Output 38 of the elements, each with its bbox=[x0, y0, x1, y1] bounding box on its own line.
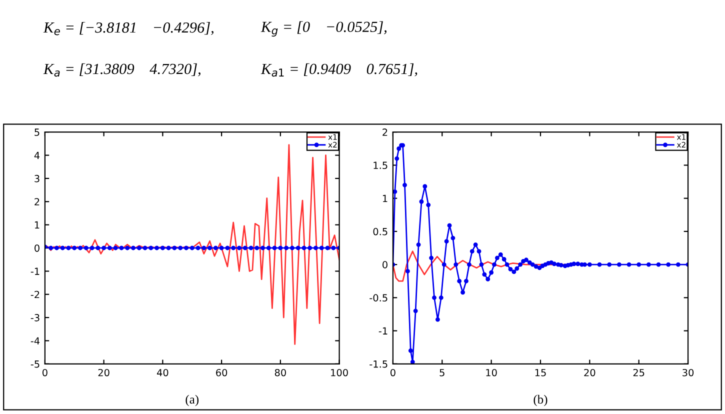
x-tick-label: 5 bbox=[440, 369, 444, 376]
y-tick-label: 3 bbox=[34, 174, 40, 182]
y-tick-label: 4 bbox=[34, 152, 40, 159]
text: K$_{e}$ = [−3.8181 −0.4296], bbox=[43, 22, 214, 36]
y-tick-label: -1.5 bbox=[370, 360, 388, 368]
y-tick-label: 1 bbox=[382, 194, 388, 202]
y-tick-label: 5 bbox=[34, 128, 40, 136]
x-tick-label: 15 bbox=[535, 369, 546, 376]
x-tick-label: 40 bbox=[156, 368, 168, 376]
text: K$_{a}$ = [31.3809 4.7320], bbox=[43, 63, 200, 77]
x-tick-label: 80 bbox=[274, 368, 286, 376]
text: K$_{g}$ = [0 −0.0525], bbox=[260, 21, 386, 37]
y-tick-label: -4 bbox=[30, 337, 40, 344]
y-tick-label: -1 bbox=[30, 268, 40, 275]
y-tick-label: 2 bbox=[382, 128, 388, 136]
x-tick-label: 10 bbox=[486, 368, 497, 376]
x-tick-label: 60 bbox=[216, 368, 228, 376]
x-tick-label: 0 bbox=[390, 368, 396, 376]
x-tick-label: 0 bbox=[42, 368, 48, 376]
text: K$_{a1}$ = [0.9409 0.7651], bbox=[260, 63, 418, 77]
x-tick-label: 25 bbox=[633, 368, 644, 376]
y-tick-label: -1 bbox=[378, 327, 388, 334]
y-tick-label: 0.5 bbox=[373, 228, 388, 236]
x-tick-label: 20 bbox=[98, 368, 110, 376]
x-tick-label: 30 bbox=[682, 368, 694, 376]
y-tick-label: 0 bbox=[382, 261, 388, 268]
y-tick-label: -3 bbox=[30, 314, 40, 322]
y-tick-label: 1 bbox=[34, 221, 40, 228]
y-tick-label: 2 bbox=[34, 198, 40, 206]
x-axis-title: (a) bbox=[186, 394, 199, 406]
x-tick-label: 20 bbox=[584, 368, 596, 376]
y-tick-label: 1.5 bbox=[374, 162, 388, 170]
y-tick-label: -0.5 bbox=[370, 294, 388, 302]
x-axis-title: (b) bbox=[534, 394, 548, 406]
x-tick-label: 100 bbox=[331, 368, 348, 376]
y-tick-label: -2 bbox=[30, 290, 40, 298]
y-tick-label: -5 bbox=[30, 360, 40, 368]
y-tick-label: 0 bbox=[34, 244, 40, 252]
